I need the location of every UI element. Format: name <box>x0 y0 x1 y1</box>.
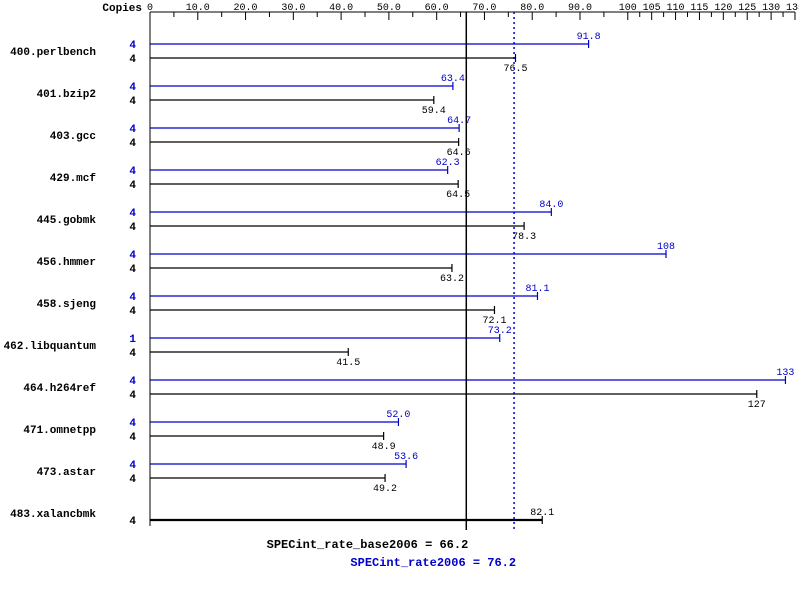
peak-value-label: 91.8 <box>577 32 601 43</box>
copies-base: 4 <box>129 54 136 66</box>
copies-base: 4 <box>129 96 136 108</box>
axis-tick-label: 125 <box>738 3 756 14</box>
copies-peak: 4 <box>129 418 136 430</box>
copies-peak: 4 <box>129 82 136 94</box>
copies-peak: 4 <box>129 460 136 472</box>
axis-tick-label: 80.0 <box>520 3 544 14</box>
benchmark-label: 400.perlbench <box>10 47 96 59</box>
base-value-label: 41.5 <box>336 358 360 369</box>
benchmark-label: 464.h264ref <box>23 383 96 395</box>
base-value-label: 63.2 <box>440 274 464 285</box>
copies-peak: 1 <box>129 334 136 346</box>
copies-base: 4 <box>129 516 136 528</box>
base-value-label: 48.9 <box>372 442 396 453</box>
benchmark-label: 458.sjeng <box>37 299 96 311</box>
axis-tick-label: 70.0 <box>472 3 496 14</box>
axis-tick-label: 90.0 <box>568 3 592 14</box>
copies-peak: 4 <box>129 292 136 304</box>
base-value-label: 76.5 <box>503 64 527 75</box>
axis-tick-label: 50.0 <box>377 3 401 14</box>
benchmark-label: 483.xalancbmk <box>10 509 96 521</box>
peak-value-label: 108 <box>657 242 675 253</box>
copies-base: 4 <box>129 264 136 276</box>
benchmark-label: 456.hmmer <box>37 257 96 269</box>
axis-tick-label: 40.0 <box>329 3 353 14</box>
spec-rate-chart: 010.020.030.040.050.060.070.080.090.0100… <box>0 0 799 606</box>
benchmark-label: 473.astar <box>37 467 96 479</box>
copies-header: Copies <box>102 3 142 15</box>
benchmark-label: 401.bzip2 <box>37 89 96 101</box>
peak-value-label: 81.1 <box>525 284 549 295</box>
base-value-label: 78.3 <box>512 232 536 243</box>
peak-value-label: 53.6 <box>394 452 418 463</box>
axis-tick-label: 20.0 <box>234 3 258 14</box>
peak-value-label: 52.0 <box>386 410 410 421</box>
copies-base: 4 <box>129 432 136 444</box>
peak-value-label: 64.7 <box>447 116 471 127</box>
base-value-label: 127 <box>748 400 766 411</box>
peak-value-label: 84.0 <box>539 200 563 211</box>
footer-base-label: SPECint_rate_base2006 = 66.2 <box>267 538 469 552</box>
base-value-label: 49.2 <box>373 484 397 495</box>
axis-tick-label: 115 <box>690 3 708 14</box>
base-value-label: 59.4 <box>422 106 446 117</box>
copies-peak: 4 <box>129 376 136 388</box>
axis-tick-label: 105 <box>643 3 661 14</box>
axis-tick-label: 120 <box>714 3 732 14</box>
copies-base: 4 <box>129 306 136 318</box>
benchmark-label: 403.gcc <box>50 131 96 143</box>
benchmark-label: 471.omnetpp <box>23 425 96 437</box>
benchmark-label: 429.mcf <box>50 173 97 185</box>
benchmark-label: 445.gobmk <box>37 215 97 227</box>
axis-tick-label: 30.0 <box>281 3 305 14</box>
benchmark-label: 462.libquantum <box>4 341 97 353</box>
axis-tick-label: 10.0 <box>186 3 210 14</box>
copies-peak: 4 <box>129 250 136 262</box>
copies-base: 4 <box>129 390 136 402</box>
peak-value-label: 62.3 <box>436 158 460 169</box>
axis-tick-label: 60.0 <box>425 3 449 14</box>
peak-value-label: 133 <box>776 368 794 379</box>
copies-base: 4 <box>129 222 136 234</box>
chart-background <box>0 0 799 606</box>
base-value-label: 82.1 <box>530 508 554 519</box>
peak-value-label: 73.2 <box>488 326 512 337</box>
copies-base: 4 <box>129 138 136 150</box>
footer-peak-label: SPECint_rate2006 = 76.2 <box>350 556 516 570</box>
copies-base: 4 <box>129 474 136 486</box>
axis-tick-label: 110 <box>667 3 685 14</box>
copies-peak: 4 <box>129 124 136 136</box>
copies-peak: 4 <box>129 40 136 52</box>
peak-value-label: 63.4 <box>441 74 465 85</box>
axis-tick-label: 135 <box>786 3 799 14</box>
copies-peak: 4 <box>129 166 136 178</box>
copies-base: 4 <box>129 180 136 192</box>
axis-tick-label: 130 <box>762 3 780 14</box>
copies-peak: 4 <box>129 208 136 220</box>
copies-base: 4 <box>129 348 136 360</box>
axis-tick-label: 100 <box>619 3 637 14</box>
